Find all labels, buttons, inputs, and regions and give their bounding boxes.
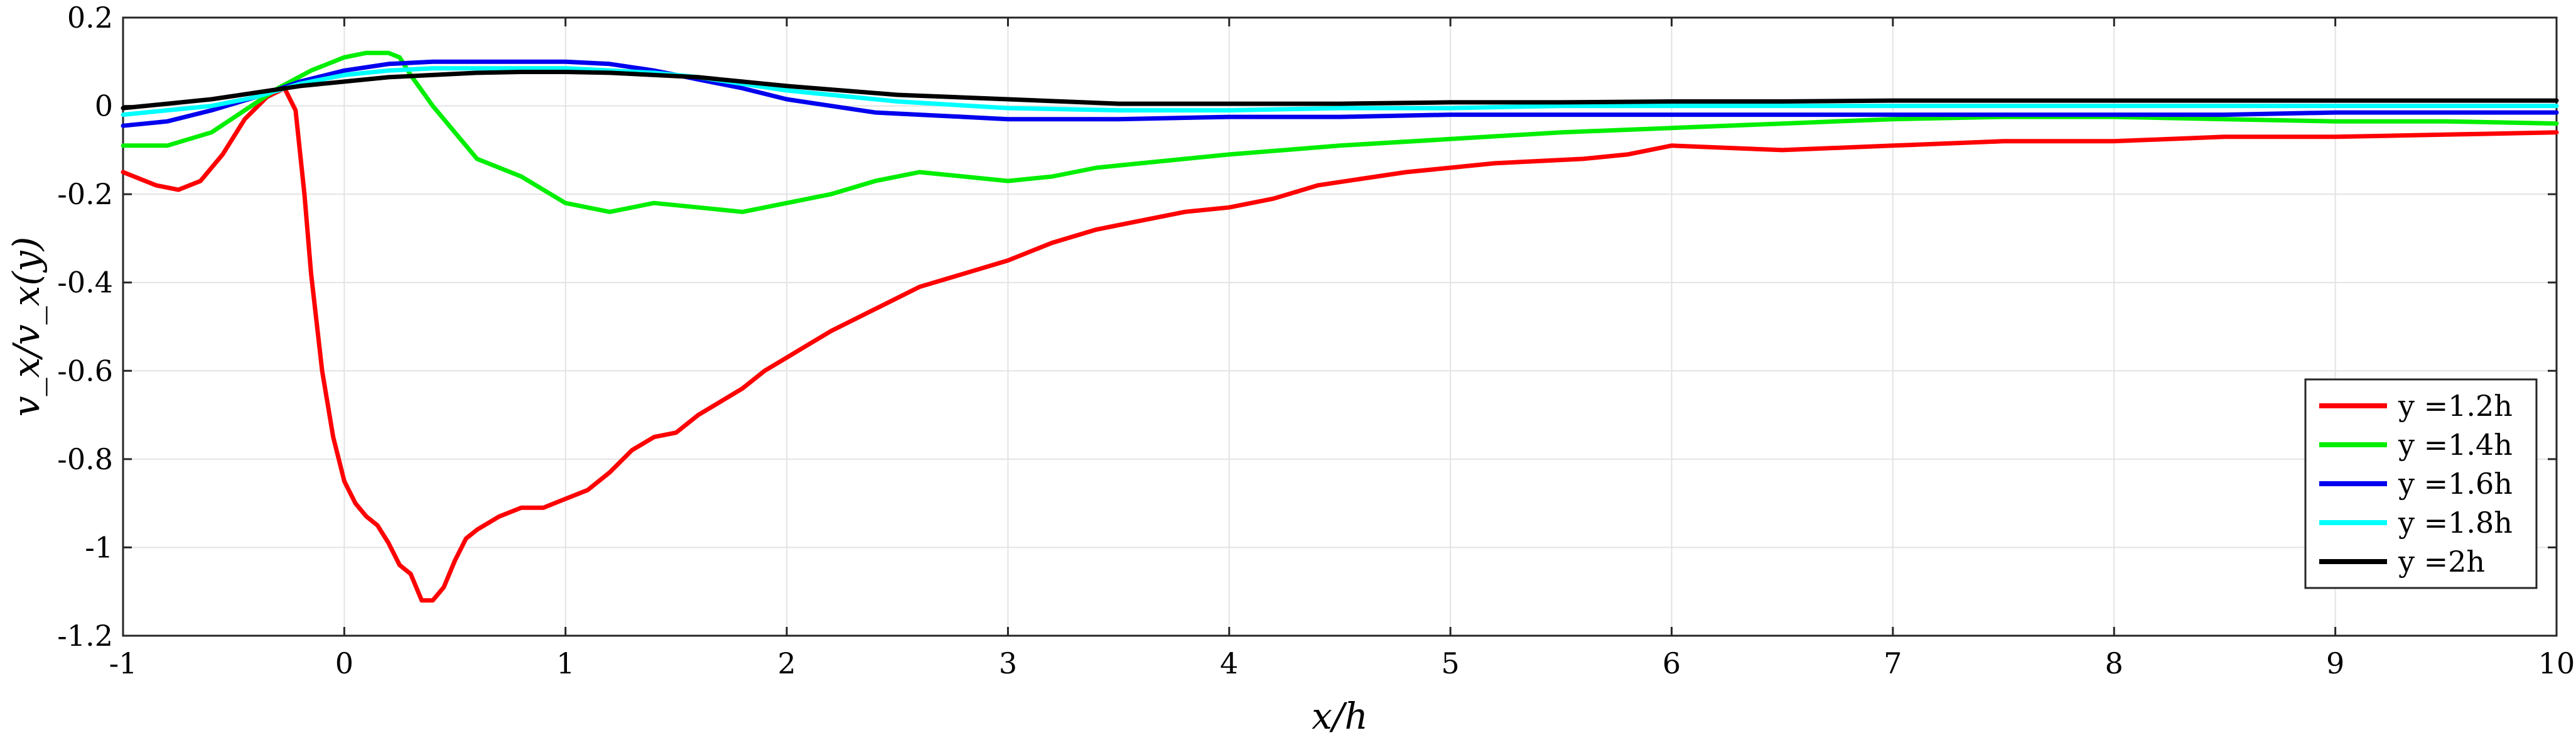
legend-entry: y =2h (2398, 545, 2485, 579)
x-tick-label: -1 (109, 646, 137, 680)
legend-entry: y =1.2h (2398, 389, 2513, 423)
x-tick-label: 7 (1883, 646, 1902, 680)
x-axis-label: x/h (1312, 695, 1368, 737)
x-tick-label: 0 (335, 646, 353, 680)
x-tick-label: 5 (1442, 646, 1460, 680)
series-line (121, 70, 2559, 111)
series-line (121, 86, 2559, 603)
legend: y =1.2h y =1.4h y =1.6h y =1.8h y =2h (2304, 378, 2538, 589)
y-tick-label: -0.8 (57, 442, 113, 476)
series-line (121, 59, 2559, 128)
legend-entry: y =1.8h (2398, 506, 2513, 540)
x-tick-label: 3 (999, 646, 1017, 680)
series-line (121, 50, 2559, 214)
x-tick-label: 8 (2105, 646, 2123, 680)
y-axis-label: v_x/v_x(y) (5, 237, 48, 417)
y-tick-label: -1 (85, 530, 113, 564)
data-series (121, 50, 2559, 603)
x-tick-label: 4 (1220, 646, 1238, 680)
legend-entry: y =1.4h (2398, 428, 2513, 462)
series-line (121, 66, 2559, 117)
x-tick-label: 10 (2538, 646, 2575, 680)
plot-area-frame (122, 16, 2558, 637)
x-tick-label: 6 (1663, 646, 1681, 680)
y-tick-label: -0.6 (57, 354, 113, 388)
legend-entry: y =1.6h (2398, 467, 2513, 501)
y-tick-label: 0 (95, 89, 113, 123)
x-axis-ticks: -1 0 1 2 3 4 5 6 7 8 9 10 (109, 18, 2575, 680)
x-tick-label: 1 (556, 646, 574, 680)
y-tick-label: -0.2 (57, 177, 113, 211)
y-tick-label: -0.4 (57, 266, 113, 300)
x-tick-label: 2 (777, 646, 795, 680)
y-axis-ticks: 0.2 0 -0.2 -0.4 -0.6 -0.8 -1 -1.2 (57, 1, 2557, 653)
y-tick-label: -1.2 (57, 619, 113, 653)
x-tick-label: 9 (2326, 646, 2344, 680)
y-tick-label: 0.2 (67, 1, 113, 35)
